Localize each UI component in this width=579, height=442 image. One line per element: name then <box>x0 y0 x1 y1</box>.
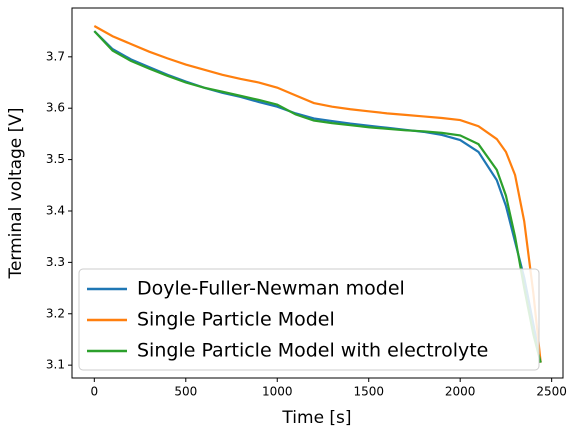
x-tick-label: 1500 <box>353 385 384 399</box>
y-tick-label: 3.2 <box>46 306 65 320</box>
y-tick-label: 3.5 <box>46 152 65 166</box>
legend-box <box>78 268 540 371</box>
y-tick-label: 3.1 <box>46 358 65 372</box>
plot-frame <box>71 7 564 379</box>
x-tick-label: 500 <box>174 385 197 399</box>
y-tick-label: 3.4 <box>46 203 65 217</box>
series-line <box>93 30 542 363</box>
x-tick-label: 1000 <box>262 385 293 399</box>
y-tick-label: 3.7 <box>46 49 65 63</box>
x-tick-label: 0 <box>90 385 98 399</box>
y-tick-label: 3.6 <box>46 101 65 115</box>
legend-label: Doyle-Fuller-Newman model <box>137 278 405 300</box>
x-axis-label: Time [s] <box>281 408 351 428</box>
y-tick-label: 3.3 <box>46 255 65 269</box>
series-line <box>93 25 542 363</box>
x-tick-label: 2500 <box>536 385 567 399</box>
x-tick-label: 2000 <box>445 385 476 399</box>
y-axis-label: Terminal voltage [V] <box>6 107 26 279</box>
legend-label: Single Particle Model <box>137 309 335 331</box>
legend-label: Single Particle Model with electrolyte <box>137 340 488 362</box>
